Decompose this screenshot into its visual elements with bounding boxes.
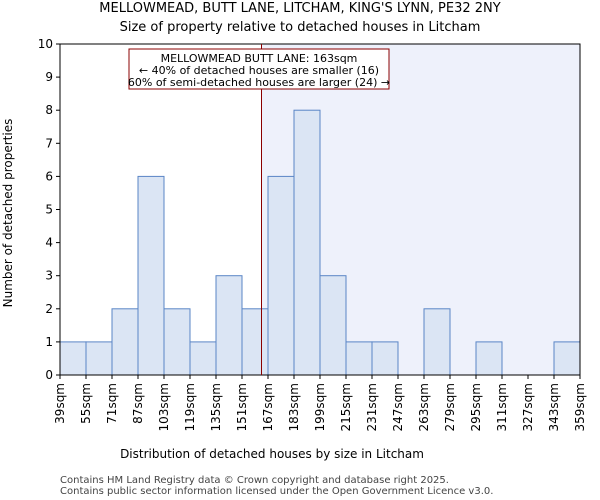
annotation-line-1: MELLOWMEAD BUTT LANE: 163sqm [161, 52, 358, 65]
histogram-bar [59, 341, 87, 376]
y-axis: 0 1 2 3 4 5 6 7 8 9 10 [38, 37, 60, 382]
y-tick-label: 1 [45, 335, 53, 349]
bars-layer [59, 109, 581, 376]
histogram-bar [137, 175, 165, 376]
y-axis-label: Number of detached properties [1, 119, 15, 308]
histogram-bar [85, 341, 113, 376]
annotation-line-3: 60% of semi-detached houses are larger (… [128, 76, 390, 89]
y-tick-label: 8 [45, 103, 53, 117]
footer-line-1: Contains HM Land Registry data © Crown c… [60, 475, 449, 486]
x-tick-label: 247sqm [391, 383, 405, 431]
x-tick-label: 183sqm [287, 383, 301, 431]
x-tick-label: 167sqm [261, 383, 275, 431]
chart-title: MELLOWMEAD, BUTT LANE, LITCHAM, KING'S L… [99, 1, 500, 16]
histogram-bar [553, 341, 581, 376]
histogram-bar [163, 308, 191, 376]
y-tick-label: 2 [45, 302, 53, 316]
x-tick-label: 119sqm [183, 383, 197, 431]
y-tick-label: 10 [38, 37, 53, 51]
x-tick-label: 327sqm [521, 383, 535, 431]
x-tick-label: 311sqm [495, 383, 509, 431]
annotation-line-2: ← 40% of detached houses are smaller (16… [139, 64, 379, 77]
histogram-bar [475, 341, 503, 376]
histogram-bar [111, 308, 139, 376]
annotation-border [128, 48, 390, 90]
histogram-bar [241, 308, 269, 376]
y-tick-label: 7 [45, 136, 53, 150]
x-tick-label: 103sqm [157, 383, 171, 431]
x-tick-label: 343sqm [547, 383, 561, 431]
histogram-bar [215, 275, 243, 376]
y-tick-label: 3 [45, 269, 53, 283]
histogram-bar [345, 341, 373, 376]
y-tick-label: 0 [45, 368, 53, 382]
histogram-bar [293, 109, 321, 376]
x-tick-label: 151sqm [235, 383, 249, 431]
histogram-bar [319, 275, 347, 376]
x-tick-label: 231sqm [365, 383, 379, 431]
annotation-box: MELLOWMEAD BUTT LANE: 163sqm ← 40% of de… [128, 48, 390, 90]
y-tick-label: 4 [45, 236, 53, 250]
x-tick-label: 71sqm [105, 383, 119, 424]
y-tick-label: 5 [45, 203, 53, 217]
y-tick-label: 6 [45, 169, 53, 183]
histogram-bar [267, 175, 295, 376]
x-tick-label: 39sqm [53, 383, 67, 424]
footer-line-2: Contains public sector information licen… [60, 486, 493, 497]
x-axis: 39sqm 55sqm 71sqm 87sqm 103sqm 119sqm 135sqm 15… [53, 375, 587, 431]
x-tick-label: 135sqm [209, 383, 223, 431]
x-tick-label: 87sqm [131, 383, 145, 424]
histogram-bar [371, 341, 399, 376]
x-tick-label: 55sqm [79, 383, 93, 424]
histogram-bar [423, 308, 451, 376]
x-tick-label: 199sqm [313, 383, 327, 431]
x-tick-label: 359sqm [573, 383, 587, 431]
y-tick-label: 9 [45, 70, 53, 84]
x-tick-label: 295sqm [469, 383, 483, 431]
chart-subtitle: Size of property relative to detached ho… [120, 20, 481, 35]
x-tick-label: 215sqm [339, 383, 353, 431]
x-tick-label: 263sqm [417, 383, 431, 431]
histogram-bar [189, 341, 217, 376]
x-tick-label: 279sqm [443, 383, 457, 431]
x-axis-label: Distribution of detached houses by size … [120, 447, 424, 461]
